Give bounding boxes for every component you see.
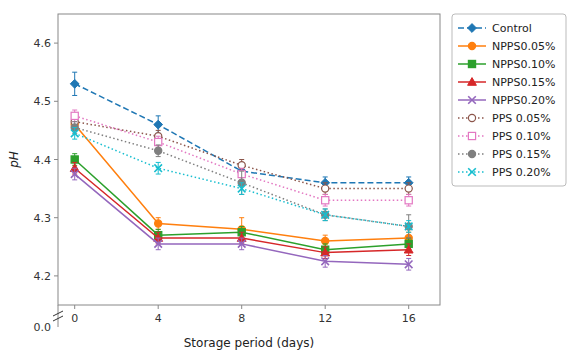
legend-marker (468, 42, 475, 49)
y-tick-label: 4.4 (34, 154, 52, 167)
data-point (238, 185, 246, 193)
legend-marker (468, 168, 476, 176)
y-tick (54, 159, 58, 160)
y-tick-label: 4.6 (34, 37, 52, 50)
series-line (75, 125, 409, 241)
legend-item: PPS 0.15% (458, 148, 551, 161)
legend-label: Control (492, 22, 532, 35)
x-tick-label: 4 (155, 312, 162, 325)
series-line (75, 116, 409, 200)
legend-box (452, 14, 566, 186)
axis-break-axis (58, 305, 59, 327)
y-tick-label: 4.5 (34, 95, 52, 108)
legend-item: PPS 0.05% (458, 112, 551, 125)
legend-label: NPPS0.20% (492, 94, 555, 107)
data-point (404, 245, 413, 253)
data-point (321, 211, 329, 219)
data-point (154, 164, 162, 172)
legend-item: Control (458, 22, 532, 35)
legend-label: PPS 0.05% (492, 112, 551, 125)
data-point (155, 220, 162, 227)
y-tick (54, 101, 58, 102)
legend-label: NPPS0.10% (492, 58, 555, 71)
plot-data (70, 72, 413, 270)
data-point (71, 130, 79, 138)
legend-label: PPS 0.20% (492, 166, 551, 179)
legend-item: NPPS0.15% (458, 76, 555, 89)
data-point (321, 248, 330, 256)
series (71, 122, 412, 238)
legend-label: NPPS0.15% (492, 76, 555, 89)
axis-break-mark (53, 311, 63, 316)
series (71, 110, 412, 206)
data-point (405, 260, 413, 268)
legend-item: NPPS0.10% (458, 58, 555, 71)
x-tick-label: 0 (71, 312, 78, 325)
y-tick (54, 275, 58, 276)
y-tick-label: 4.2 (34, 270, 52, 283)
legend-item: NPPS0.05% (458, 40, 555, 53)
y-tick (54, 43, 58, 44)
legend-marker (468, 60, 475, 67)
data-point (70, 79, 79, 88)
legend-marker (468, 24, 477, 33)
y-axis-label: pH (7, 151, 21, 169)
data-point (321, 258, 329, 266)
x-tick-label: 8 (238, 312, 245, 325)
data-point (322, 185, 329, 192)
data-point (238, 240, 246, 248)
data-point (71, 170, 79, 178)
series-line (75, 133, 409, 226)
series (71, 154, 412, 256)
data-point (154, 120, 163, 129)
legend-marker (468, 132, 475, 139)
data-point (71, 112, 78, 119)
x-axis-label: Storage period (days) (184, 336, 315, 350)
legend-marker (468, 150, 475, 157)
y-tick-label: 4.3 (34, 212, 52, 225)
series-line (75, 127, 409, 226)
axis-break-mark (53, 316, 63, 321)
data-point (154, 240, 162, 248)
legend-label: PPS 0.15% (492, 148, 551, 161)
legend-marker (468, 78, 477, 86)
legend-label: PPS 0.10% (492, 130, 551, 143)
data-point (405, 185, 412, 192)
x-tick (241, 305, 242, 309)
legend-marker (468, 114, 475, 121)
series-line (75, 84, 409, 183)
series (71, 119, 412, 247)
data-point (322, 197, 329, 204)
x-tick (74, 305, 75, 309)
legend-item: NPPS0.20% (458, 94, 555, 107)
x-tick-label: 16 (402, 312, 416, 325)
series-line (75, 168, 409, 252)
chart: 4.2 4.3 4.4 4.5 4.6 0 4 8 12 16 0.0 Storage period … (0, 0, 573, 360)
series-line (75, 174, 409, 264)
legend-item: PPS 0.20% (458, 166, 551, 179)
x-tick (325, 305, 326, 309)
annotation: 0.0 (34, 321, 52, 334)
y-tick (54, 217, 58, 218)
legend: Control NPPS0.05% NPPS0.10% NPPS0.15% NPPS0.… (452, 14, 566, 186)
series (70, 162, 413, 258)
x-tick (158, 305, 159, 309)
series (71, 116, 412, 195)
series (71, 127, 413, 232)
x-tick (408, 305, 409, 309)
legend-marker (468, 96, 476, 104)
series-line (75, 160, 409, 250)
plot-frame (58, 14, 440, 305)
x-tick-label: 12 (318, 312, 332, 325)
legend-item: PPS 0.10% (458, 130, 551, 143)
data-point (155, 147, 162, 154)
data-point (405, 197, 412, 204)
data-point (405, 223, 413, 231)
legend-label: NPPS0.05% (492, 40, 555, 53)
